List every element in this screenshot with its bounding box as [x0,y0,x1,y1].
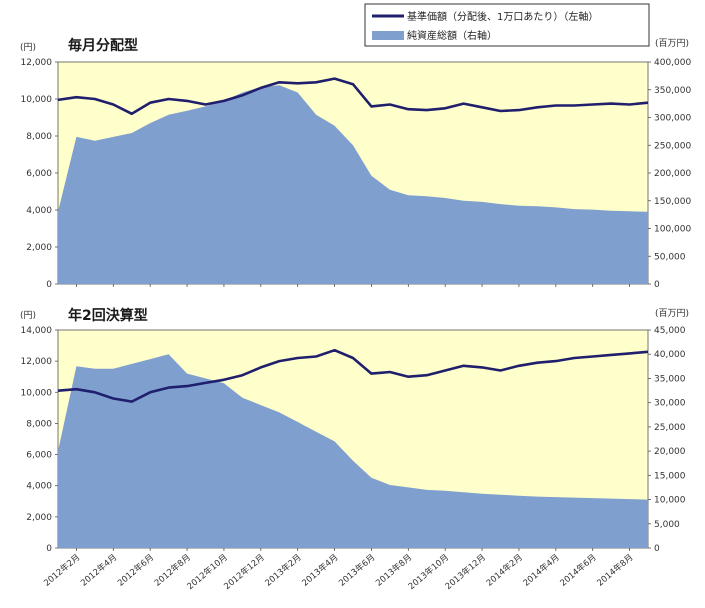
x-tick-label: 2012年2月 [42,552,83,589]
nav-price-line [57,348,649,403]
right-tick-label: 0 [654,544,660,554]
chart-title-semiannual: 年2回決算型 [68,307,148,324]
line-layer [57,348,649,403]
right-tick-label: 300,000 [654,114,691,124]
left-tick-label: 8,000 [26,132,52,142]
x-tick-label: 2014年6月 [558,552,599,589]
left-tick-label: 6,000 [26,169,52,179]
left-tick-label: 2,000 [26,513,52,523]
area-layer [58,354,648,548]
right-tick-label: 350,000 [654,86,691,96]
x-tick-label: 2013年4月 [300,552,341,589]
left-tick-label: 4,000 [26,206,52,216]
left-tick-label: 2,000 [26,243,52,253]
x-tick-label: 2014年8月 [595,552,636,589]
left-tick-label: 8,000 [26,419,52,429]
right-unit-label: (百万円) [655,308,689,319]
right-tick-label: 150,000 [654,197,691,207]
left-tick-label: 4,000 [26,482,52,492]
nav-price-line [57,77,649,116]
x-tick-label: 2014年2月 [484,552,525,589]
right-tick-label: 35,000 [654,374,686,384]
right-tick-label: 100,000 [654,225,691,235]
right-tick-label: 0 [654,280,660,290]
left-tick-label: 12,000 [21,58,53,68]
right-axis: 0 50,000 100,000 150,000 200,000 250,000 300,0… [648,58,691,290]
right-tick-label: 400,000 [654,58,691,68]
x-tick-label: 2014年4月 [521,552,562,589]
left-tick-label: 10,000 [21,95,53,105]
x-axis-labels: 2012年2月2012年4月2012年6月2012年8月2012年10月2012… [42,548,636,592]
right-tick-label: 200,000 [654,169,691,179]
x-tick-label: 2012年12月 [222,552,267,592]
left-tick-label: 6,000 [26,451,52,461]
x-tick-label: 2013年2月 [263,552,304,589]
right-tick-label: 30,000 [654,399,686,409]
net-assets-area [58,354,648,548]
x-tick-label: 2012年6月 [115,552,156,589]
left-tick-label: 0 [46,544,52,554]
x-tick-label: 2013年6月 [337,552,378,589]
right-tick-label: 45,000 [654,326,686,336]
right-tick-label: 5,000 [654,520,680,530]
right-tick-label: 15,000 [654,471,686,481]
legend-box [364,3,650,47]
chart-title-monthly: 毎月分配型 [68,37,138,54]
right-tick-label: 10,000 [654,496,686,506]
left-tick-label: 10,000 [21,388,53,398]
right-axis: 0 5,000 10,000 15,000 20,000 25,000 30,000 35,0… [648,326,686,554]
x-tick-label: 2012年4月 [78,552,119,589]
left-tick-label: 0 [46,280,52,290]
legend: 基準価額（分配後、1万口あたり）（左軸） 純資産総額（右軸） [364,3,650,47]
x-axis-ticks [76,284,630,287]
chart-monthly-distribution: 毎月分配型 (円) (百万円) 0 2,000 4,000 6,000 8,000 10,… [20,37,691,290]
left-tick-label: 14,000 [21,326,53,336]
net-assets-area [58,85,648,284]
left-axis: 0 2,000 4,000 6,000 8,000 10,000 12,000 [21,58,58,290]
legend-area-label: 純資産総額（右軸） [407,29,497,42]
right-tick-label: 50,000 [654,252,686,262]
legend-area-swatch [372,31,404,40]
area-layer [58,85,648,284]
left-unit-label: (円) [20,310,36,321]
right-tick-label: 25,000 [654,423,686,433]
right-tick-label: 250,000 [654,141,691,151]
chart-semiannual: 年2回決算型 (円) (百万円) 0 2,000 4,000 6,000 8,000 10… [20,307,689,592]
right-tick-label: 40,000 [654,350,686,360]
right-tick-label: 20,000 [654,447,686,457]
legend-line-label: 基準価額（分配後、1万口あたり）（左軸） [407,10,598,23]
x-tick-label: 2013年12月 [443,552,488,592]
left-unit-label: (円) [20,42,36,53]
left-axis: 0 2,000 4,000 6,000 8,000 10,000 12,000 14,000 [21,326,58,554]
line-layer [57,77,649,116]
right-unit-label: (百万円) [655,38,689,49]
left-tick-label: 12,000 [21,357,53,367]
